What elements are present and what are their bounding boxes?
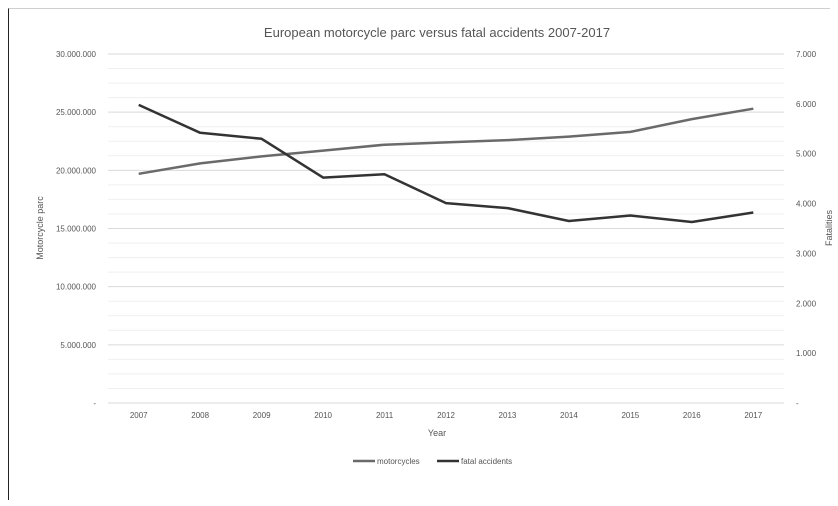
y-tick-label: 30.000.000 [56, 50, 97, 59]
x-axis-title: Year [428, 428, 446, 438]
y-tick-label: 20.000.000 [56, 166, 97, 175]
gridlines [108, 53, 784, 404]
x-tick-label: 2008 [191, 411, 209, 420]
y2-tick-label: 2.000 [796, 299, 817, 308]
y-tick-label: - [93, 399, 96, 408]
x-tick-label: 2011 [376, 411, 394, 420]
y2-tick-label: 1.000 [796, 349, 817, 358]
y2-axis-title: Fatalities [824, 209, 834, 246]
series-line-motorcycles [138, 107, 754, 176]
legend-label: fatal accidents [461, 457, 512, 466]
legend: motorcycles fatal accidents [353, 457, 512, 466]
x-tick-label: 2015 [621, 411, 639, 420]
series-line-fatal-accidents [138, 103, 754, 224]
y-tick-label: 10.000.000 [56, 283, 97, 292]
x-tick-label: 2017 [744, 411, 762, 420]
x-tick-label: 2007 [130, 411, 148, 420]
x-tick-label: 2016 [683, 411, 701, 420]
y-tick-label: 15.000.000 [56, 225, 97, 234]
y-axis-title: Motorcycle parc [35, 196, 45, 260]
y2-tick-label: 4.000 [796, 200, 817, 209]
x-tick-label: 2013 [499, 411, 517, 420]
y-tick-label: 5.000.000 [60, 341, 96, 350]
x-tick-label: 2014 [560, 411, 578, 420]
x-tick-label: 2009 [253, 411, 271, 420]
chart-title: European motorcycle parc versus fatal ac… [264, 25, 610, 40]
y2-tick-label: 6.000 [796, 100, 817, 109]
x-tick-label: 2012 [437, 411, 455, 420]
legend-label: motorcycles [377, 457, 420, 466]
series-lines [138, 103, 754, 224]
y2-tick-label: 3.000 [796, 249, 817, 258]
x-tick-label: 2010 [314, 411, 332, 420]
y2-tick-label: 7.000 [796, 50, 817, 59]
y-tick-label: 25.000.000 [56, 108, 97, 117]
y2-tick-label: 5.000 [796, 150, 817, 159]
chart-frame [8, 8, 830, 500]
y2-tick-label: - [796, 399, 799, 408]
axes: - 5.000.000 10.000.000 15.000.000 20.000.000… [56, 50, 817, 420]
